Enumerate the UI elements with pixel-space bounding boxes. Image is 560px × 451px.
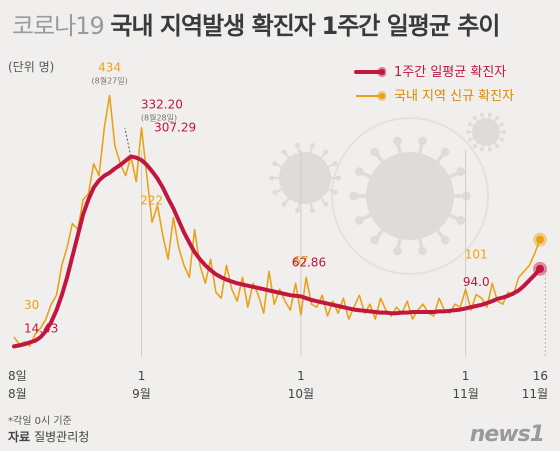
data-label-date: (8월27일) xyxy=(92,76,128,86)
title-part-3: 1주간 일평균 추이 xyxy=(321,12,501,40)
data-label-avg: 62.86 xyxy=(292,255,326,269)
end-marker-daily xyxy=(536,235,544,244)
chart-title: 코로나19 국내 지역발생 확진자 1주간 일평균 추이 xyxy=(12,6,501,41)
data-label-daily: 67 xyxy=(293,254,308,268)
legend-label-avg: 1주간 일평균 확진자 xyxy=(394,65,507,80)
x-tick-label-top: 8일 xyxy=(8,369,27,383)
x-tick-label-top: 1 xyxy=(297,369,305,383)
data-label-daily: 30 xyxy=(24,298,39,312)
data-label-avg: 94.0 xyxy=(463,275,490,289)
source: 자료 질병관리청 xyxy=(8,428,89,445)
title-part-1: 코로나19 xyxy=(12,12,105,40)
legend-swatch-daily xyxy=(356,91,386,101)
x-tick-label-bottom: 11월 xyxy=(522,387,548,401)
x-tick-label-bottom: 9월 xyxy=(132,387,151,401)
series-line-avg xyxy=(12,154,542,349)
data-label-daily: 193 xyxy=(523,0,559,5)
virus-icon-large xyxy=(349,136,471,256)
x-tick-label-bottom: 10월 xyxy=(288,387,314,401)
brand-logo: news1 xyxy=(469,422,545,447)
footnote: *각일 0시 기준 xyxy=(8,416,72,427)
decor-ring xyxy=(331,117,489,275)
end-marker-avg xyxy=(536,264,544,273)
x-tick-label-bottom: 8월 xyxy=(8,387,27,401)
x-tick-label-top: 1 xyxy=(462,369,470,383)
title-part-2: 국내 지역발생 확진자 xyxy=(110,12,315,40)
data-label-avg: 144.1 xyxy=(513,0,560,5)
data-label-avg: 14.43 xyxy=(24,321,58,335)
legend-label-daily: 국내 지역 신규 확진자 xyxy=(394,89,515,104)
x-tick-label-top: 16 xyxy=(533,369,548,383)
data-label-avg: 307.29 xyxy=(154,120,196,134)
data-label-date: (8월28일) xyxy=(141,112,177,122)
unit-label: (단위 명) xyxy=(8,60,55,74)
x-tick-label-top: 1 xyxy=(138,369,146,383)
data-label-avg: 332.20 xyxy=(141,97,183,111)
peak-leader xyxy=(124,127,131,153)
x-tick-label-bottom: 11월 xyxy=(452,387,478,401)
virus-icon-small xyxy=(466,112,506,152)
data-label-daily: 101 xyxy=(465,248,488,262)
data-label-daily: 434 xyxy=(98,61,121,75)
legend-swatch-avg xyxy=(354,67,386,77)
data-label-daily: 222 xyxy=(140,193,163,207)
virus-icon-medium xyxy=(269,142,341,214)
source-value: 질병관리청 xyxy=(34,430,90,444)
source-label: 자료 xyxy=(8,430,31,444)
